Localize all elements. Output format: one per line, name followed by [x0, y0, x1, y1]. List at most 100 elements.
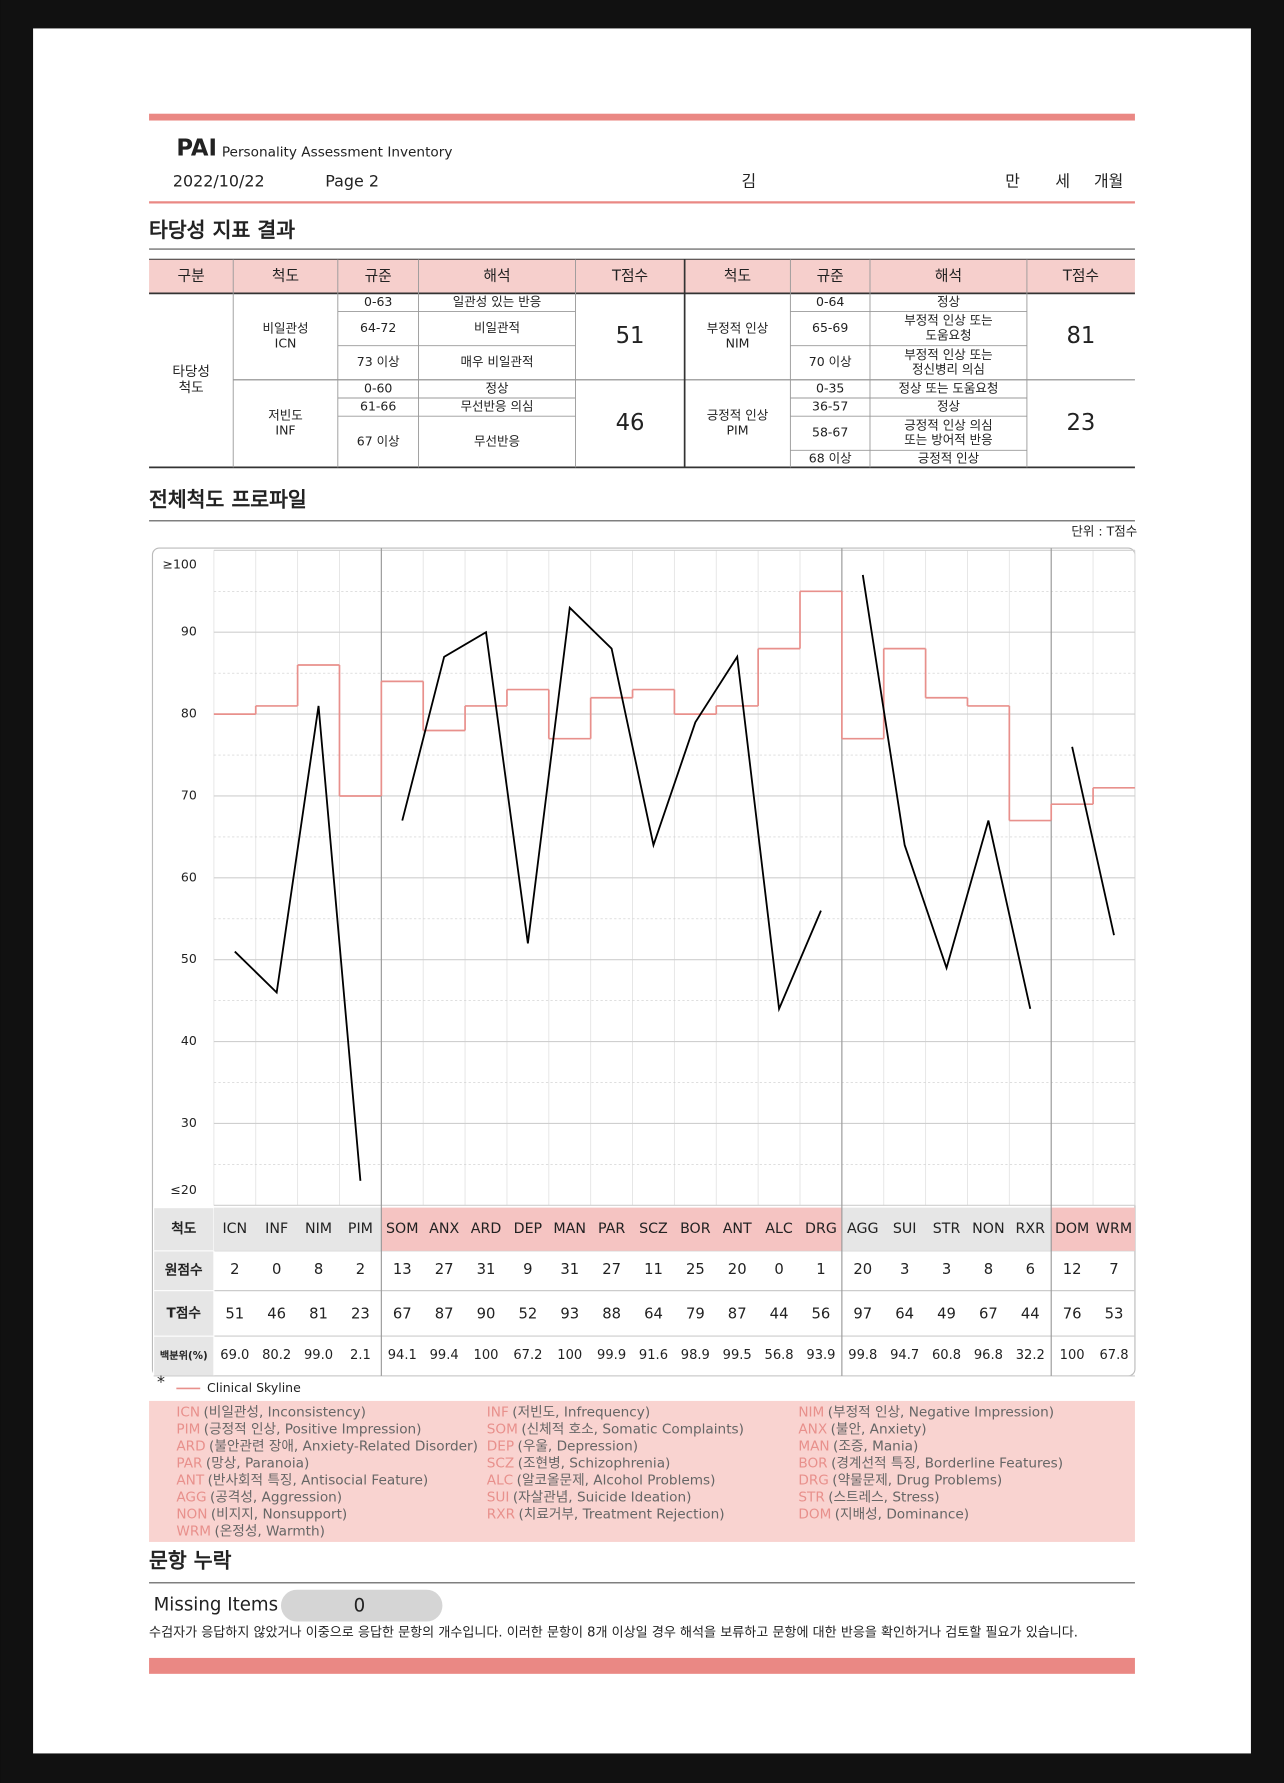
norm-range: 65-69 [812, 320, 848, 335]
percentile: 67.2 [513, 1348, 542, 1363]
raw-score: 6 [1026, 1261, 1035, 1278]
percentile: 32.2 [1016, 1348, 1045, 1363]
abbreviation: WRM (온정성, Warmth) [176, 1524, 325, 1540]
category-label: 척도 [179, 380, 204, 396]
date: 2022/10/22 [173, 171, 265, 190]
abbr-description: (자살관념, Suicide Ideation) [513, 1490, 692, 1506]
percentile: 93.9 [806, 1348, 835, 1363]
interpretation: 도움요청 [925, 328, 971, 343]
abbr-description: (스트레스, Stress) [828, 1490, 939, 1506]
raw-score: 8 [314, 1261, 323, 1278]
legend-label: Clinical Skyline [207, 1380, 301, 1395]
abbr-description: (지배성, Dominance) [835, 1507, 969, 1523]
t-score: 51 [225, 1306, 244, 1323]
raw-score: 12 [1063, 1261, 1082, 1278]
y-tick-label: 40 [181, 1033, 197, 1048]
raw-score: 11 [644, 1261, 663, 1278]
abbr-description: (긍정적 인상, Positive Impression) [204, 1421, 422, 1437]
t-score: 87 [435, 1306, 454, 1323]
abbreviation: DOM (지배성, Dominance) [798, 1507, 969, 1523]
t-score: 93 [560, 1306, 579, 1323]
percentile: 94.1 [388, 1348, 417, 1363]
abbr: MAN [798, 1438, 829, 1454]
t-score-line [401, 605, 822, 1013]
scale-name: 부정적 인상 [707, 321, 769, 336]
raw-score: 0 [272, 1261, 281, 1278]
scale-label: NIM [305, 1221, 332, 1237]
norm-range: 64-72 [360, 320, 396, 335]
logo: PAI [176, 135, 217, 161]
group-header-bg [841, 1207, 1052, 1251]
norm-range: 73 이상 [357, 354, 400, 369]
abbreviation: DRG (약물문제, Drug Problems) [798, 1473, 1002, 1489]
raw-score: 13 [393, 1261, 412, 1278]
abbreviation: ARD (불안관련 장애, Anxiety-Related Disorder) [176, 1438, 478, 1454]
t-score: 44 [770, 1306, 789, 1323]
abbr-description: (조현병, Schizophrenia) [518, 1455, 671, 1471]
abbr: PIM [176, 1421, 200, 1437]
percentile: 69.0 [220, 1348, 249, 1363]
group-header-bg [1051, 1207, 1135, 1251]
profile-chart: ≥10090807060504030≤20척도원점수T점수백분위(%)ICN25… [151, 547, 1136, 1395]
raw-score: 20 [853, 1261, 872, 1278]
raw-score: 3 [942, 1261, 951, 1278]
t-score: 90 [477, 1306, 496, 1323]
abbreviation: SUI (자살관념, Suicide Ideation) [487, 1490, 692, 1506]
scale-label: NON [972, 1221, 1004, 1237]
logo-subtitle: Personality Assessment Inventory [222, 144, 453, 160]
raw-score: 3 [900, 1261, 909, 1278]
scale-label: SCZ [639, 1221, 668, 1237]
abbreviation: ALC (알코올문제, Alcohol Problems) [487, 1473, 716, 1489]
t-score: 87 [728, 1306, 747, 1323]
abbr: ANT [176, 1473, 205, 1489]
abbr: NON [176, 1507, 207, 1523]
y-tick-label: 60 [181, 869, 197, 884]
interpretation: 부정적 인상 또는 [904, 313, 992, 328]
table-header-bg [149, 259, 1135, 294]
abbreviation: ANX (불안, Anxiety) [798, 1421, 926, 1437]
t-score: 64 [895, 1306, 914, 1323]
percentile: 99.0 [304, 1348, 333, 1363]
abbreviation: PAR (망상, Paranoia) [176, 1455, 309, 1471]
percentile: 98.9 [681, 1348, 710, 1363]
scale-label: MAN [553, 1221, 586, 1237]
t-score: 46 [267, 1306, 286, 1323]
chart-frame [151, 547, 1136, 1377]
abbr-description: (반사회적 특징, Antisocial Feature) [208, 1473, 429, 1489]
scale-name: 비일관성 [263, 321, 309, 336]
percentile: 56.8 [765, 1348, 794, 1363]
abbr: WRM [176, 1524, 211, 1540]
abbr: SCZ [487, 1455, 515, 1471]
scale-label: DRG [805, 1221, 837, 1237]
interpretation: 정신병리 의심 [912, 362, 985, 377]
abbr-description: (비지지, Nonsupport) [211, 1507, 347, 1523]
abbreviation: ANT (반사회적 특징, Antisocial Feature) [176, 1473, 428, 1489]
abbreviation: AGG (공격성, Aggression) [176, 1490, 342, 1506]
abbreviation: ICN (비일관성, Inconsistency) [176, 1404, 366, 1420]
percentile: 67.8 [1099, 1348, 1128, 1363]
raw-score: 31 [560, 1261, 579, 1278]
percentile: 99.5 [723, 1348, 752, 1363]
t-score: 97 [853, 1306, 872, 1323]
raw-score: 7 [1109, 1261, 1118, 1278]
norm-range: 0-64 [816, 294, 844, 309]
scale-label: INF [265, 1221, 288, 1237]
section-title: 문항 누락 [149, 1548, 232, 1572]
abbr-description: (신체적 호소, Somatic Complaints) [521, 1421, 744, 1437]
abbr-description: (부정적 인상, Negative Impression) [828, 1404, 1054, 1420]
abbr: BOR [798, 1455, 828, 1471]
abbr: RXR [487, 1507, 516, 1523]
percentile: 80.2 [262, 1348, 291, 1363]
scale-label: AGG [847, 1221, 878, 1237]
abbr-description: (약물문제, Drug Problems) [832, 1473, 1002, 1489]
t-score: 23 [1066, 410, 1095, 436]
raw-score: 2 [356, 1261, 365, 1278]
t-score: 67 [393, 1306, 412, 1323]
abbreviation: SCZ (조현병, Schizophrenia) [487, 1455, 671, 1471]
t-score: 56 [812, 1306, 831, 1323]
missing-label: Missing Items [154, 1595, 278, 1616]
t-score: 51 [616, 323, 645, 349]
scale-label: STR [933, 1221, 961, 1237]
scale-label: DOM [1055, 1221, 1089, 1237]
